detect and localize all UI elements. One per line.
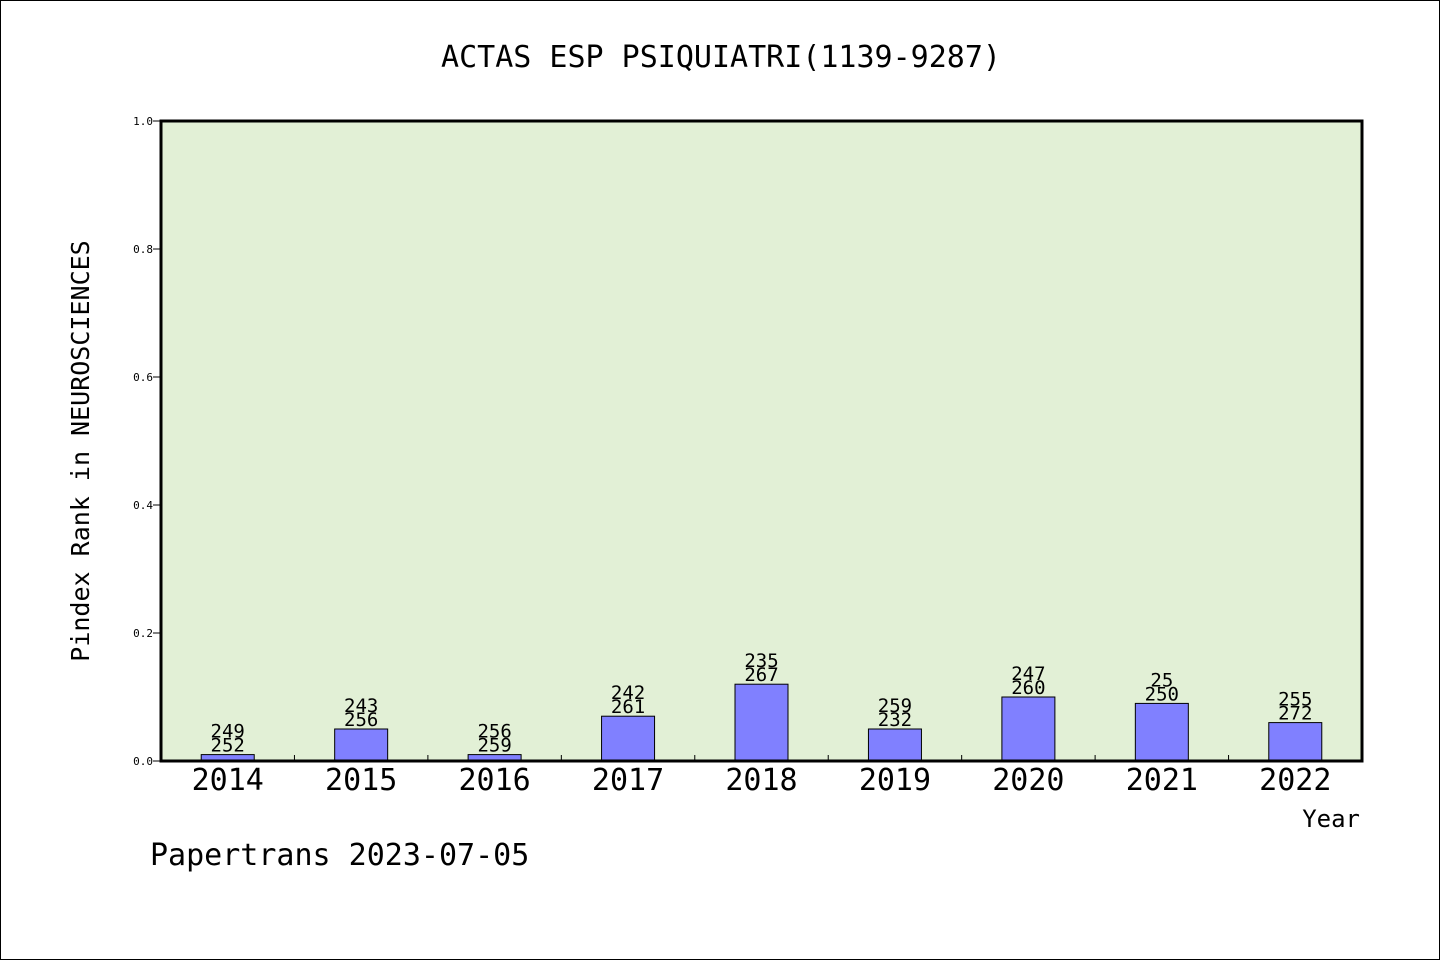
data-label-bottom: 267 — [744, 664, 778, 686]
data-label-bottom: 252 — [211, 735, 245, 757]
data-label-bottom: 261 — [611, 696, 645, 718]
bar — [1001, 696, 1056, 762]
data-label-top: 256 — [477, 721, 511, 743]
data-labels: 2492522432562562592422612352672592322472… — [211, 650, 1313, 756]
data-label-bottom: 260 — [1011, 677, 1045, 699]
bar — [867, 728, 922, 762]
x-tick-label: 2015 — [325, 763, 397, 798]
data-label-top: 235 — [744, 650, 778, 672]
data-label-top: 242 — [611, 682, 645, 704]
x-tick-label: 2016 — [458, 763, 530, 798]
data-label-top: 249 — [211, 721, 245, 743]
chart-title: ACTAS ESP PSIQUIATRI(1139-9287) — [441, 40, 1001, 75]
y-tick-label: 0.8 — [133, 243, 153, 256]
y-tick-label: 0.6 — [133, 371, 153, 384]
data-label-top: 255 — [1278, 689, 1312, 711]
x-tick-label: 2014 — [192, 763, 264, 798]
bar — [1268, 722, 1323, 762]
data-label-top: 259 — [878, 695, 912, 717]
y-tick-label: 0.2 — [133, 627, 153, 640]
data-label-top: 243 — [344, 695, 378, 717]
bar — [1134, 702, 1189, 762]
data-label-top: 25 — [1150, 669, 1173, 691]
y-axis-label: Pindex Rank in NEUROSCIENCES — [66, 240, 95, 661]
plot-border — [159, 119, 1364, 763]
footer-credit: Papertrans 2023-07-05 — [150, 838, 529, 873]
y-tick-label: 0.0 — [133, 755, 153, 768]
x-tick-label: 2022 — [1259, 763, 1331, 798]
data-label-bottom: 256 — [344, 709, 378, 731]
plot-area — [161, 121, 1362, 761]
y-tick-label: 1.0 — [133, 115, 153, 128]
bar — [734, 683, 789, 762]
data-label-bottom: 250 — [1145, 683, 1179, 705]
x-tick-label: 2021 — [1126, 763, 1198, 798]
data-label-bottom: 259 — [477, 735, 511, 757]
y-tick-label: 0.4 — [133, 499, 153, 512]
x-tick-label: 2018 — [725, 763, 797, 798]
x-tick-label: 2019 — [859, 763, 931, 798]
data-label-bottom: 232 — [878, 709, 912, 731]
x-axis-label: Year — [1302, 805, 1360, 833]
x-tick-label: 2017 — [592, 763, 664, 798]
data-label-bottom: 272 — [1278, 703, 1312, 725]
bar — [334, 728, 389, 762]
x-axis-ticks: 2014 2015 2016 2017 2018 2019 2020 2021 2022 — [192, 755, 1331, 798]
data-label-top: 247 — [1011, 663, 1045, 685]
x-tick-label: 2020 — [992, 763, 1064, 798]
bar — [601, 715, 656, 762]
y-axis-ticks: 0.0 0.2 0.4 0.6 0.8 1.0 — [133, 115, 161, 768]
